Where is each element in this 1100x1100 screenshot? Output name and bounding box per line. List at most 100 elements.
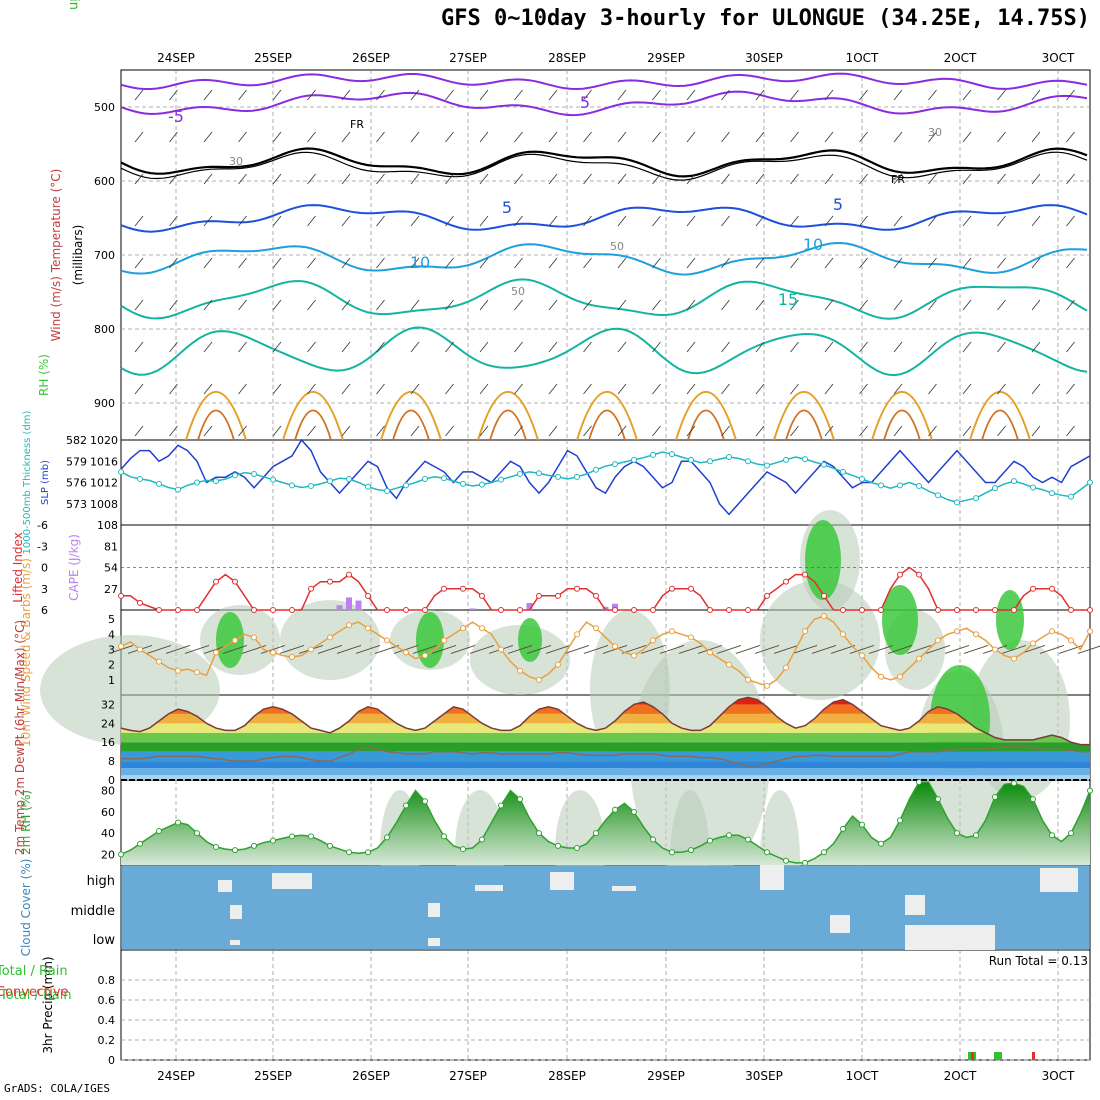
upper-wind-barb (134, 257, 144, 269)
upper-wind-barb (686, 257, 696, 269)
wind10m-point (1087, 628, 1093, 635)
upper-wind-barb (548, 131, 558, 143)
upper-wind-barb (755, 215, 765, 227)
contour-label: 5 (580, 93, 590, 112)
upper-wind-barb (617, 257, 627, 269)
date-label-top: 3OCT (1042, 51, 1075, 65)
upper-wind-barb (548, 341, 558, 353)
rh2m-point (460, 846, 466, 853)
upper-wind-barb (272, 215, 282, 227)
upper-wind-barb (514, 215, 523, 227)
lifted-index-point (213, 578, 219, 585)
upper-wind-barb (307, 425, 316, 437)
upper-wind-barb (307, 89, 316, 101)
lifted-index-point (593, 592, 599, 599)
upper-wind-barb (445, 341, 454, 353)
thickness-point (726, 454, 732, 460)
date-label-top: 27SEP (449, 51, 487, 65)
date-label-bottom: 1OCT (846, 1069, 879, 1083)
upper-wind-barb (893, 383, 903, 395)
upper-wind-barb (583, 383, 592, 395)
upper-wind-barb (514, 131, 523, 143)
upper-wind-barb (928, 425, 937, 437)
temperature-contour-warm-inner (687, 409, 725, 441)
upper-wind-barb (445, 131, 454, 143)
upper-wind-barb (790, 89, 799, 101)
lifted-index-point (745, 607, 751, 613)
upper-wind-barb (859, 131, 868, 143)
date-label-top: 2OCT (944, 51, 977, 65)
rh2m-axis-titles: 2m RH (%) (19, 790, 33, 855)
upper-wind-barb (203, 425, 213, 437)
date-label-bottom: 29SEP (647, 1069, 685, 1083)
thickness-point (365, 483, 371, 490)
rh2m-point (593, 830, 599, 837)
upper-wind-barb (583, 299, 592, 311)
cloud-block (230, 940, 240, 945)
wind10m-barb (507, 645, 533, 654)
rh2m-point (935, 796, 941, 803)
upper-wind-barb (1066, 131, 1075, 143)
upper-wind-barb (721, 215, 730, 227)
wind10m-barb (336, 645, 362, 654)
lifted-index-point (1011, 607, 1017, 613)
upper-wind-barb (617, 215, 627, 227)
wind10m-point (574, 631, 580, 638)
rh2m-point (859, 821, 865, 828)
wind10m-barb (602, 645, 628, 654)
upper-wind-barb (238, 383, 247, 395)
lifted-index-point (232, 578, 238, 585)
wind10m-point (479, 625, 485, 632)
rh-shade (470, 625, 570, 695)
upper-wind-barb (790, 173, 799, 185)
contour-label: -5 (168, 107, 184, 126)
lifted-index-point (783, 578, 789, 585)
cloud-level-label: middle (71, 904, 115, 919)
precip-bar-total (994, 1052, 1002, 1060)
wind10m-point (498, 646, 504, 653)
wind10m-point (954, 628, 960, 635)
cloud-block (475, 885, 503, 891)
upper-wind-barb (893, 299, 903, 311)
wind10m-barb (887, 645, 913, 654)
upper-wind-barb (893, 425, 903, 437)
wind10m-point (308, 646, 314, 653)
thickness-point (802, 456, 808, 463)
lifted-index-point (118, 592, 124, 599)
upper-wind-barb (134, 299, 144, 311)
rh2m-point (574, 845, 580, 851)
rh-shade-moist (996, 590, 1024, 650)
cloud-level-label: low (93, 933, 116, 948)
thickness-point (1087, 479, 1093, 486)
lifted-index-point (517, 607, 523, 613)
upper-wind-barb (169, 173, 178, 185)
upper-wind-barb (134, 89, 144, 101)
upper-wind-barb (859, 299, 868, 311)
contour-label: 5 (502, 198, 512, 217)
upper-wind-barb (307, 215, 316, 227)
thickness-tick-label: 573 (66, 498, 87, 511)
upper-wind-barb (1066, 299, 1075, 311)
upper-wind-barb (824, 257, 834, 269)
upper-wind-barb (1066, 89, 1075, 101)
wind10m-barb (925, 645, 951, 654)
upper-wind-barb (997, 89, 1006, 101)
wind10m-barb (146, 645, 172, 654)
rh-shade-moist (216, 612, 244, 668)
upper-wind-barb (410, 425, 420, 437)
upper-wind-barb (1066, 425, 1075, 437)
upper-wind-barb (410, 215, 420, 227)
upper-wind-barb (203, 257, 213, 269)
wind10m-barb (469, 645, 495, 654)
temperature-contour-warm-inner (197, 409, 235, 441)
upper-wind-barb (755, 89, 765, 101)
cloud-ylabel: Cloud Cover (%) (19, 859, 33, 957)
page-title: GFS 0~10day 3-hourly for ULONGUE (34.25E… (440, 6, 1090, 31)
wind10m-point (270, 649, 276, 656)
upper-wind-barb (893, 215, 903, 227)
lifted-index-point (916, 571, 922, 578)
rh2m-point (308, 833, 314, 840)
rh2m-point (669, 849, 675, 856)
upper-wind-barb (928, 215, 937, 227)
